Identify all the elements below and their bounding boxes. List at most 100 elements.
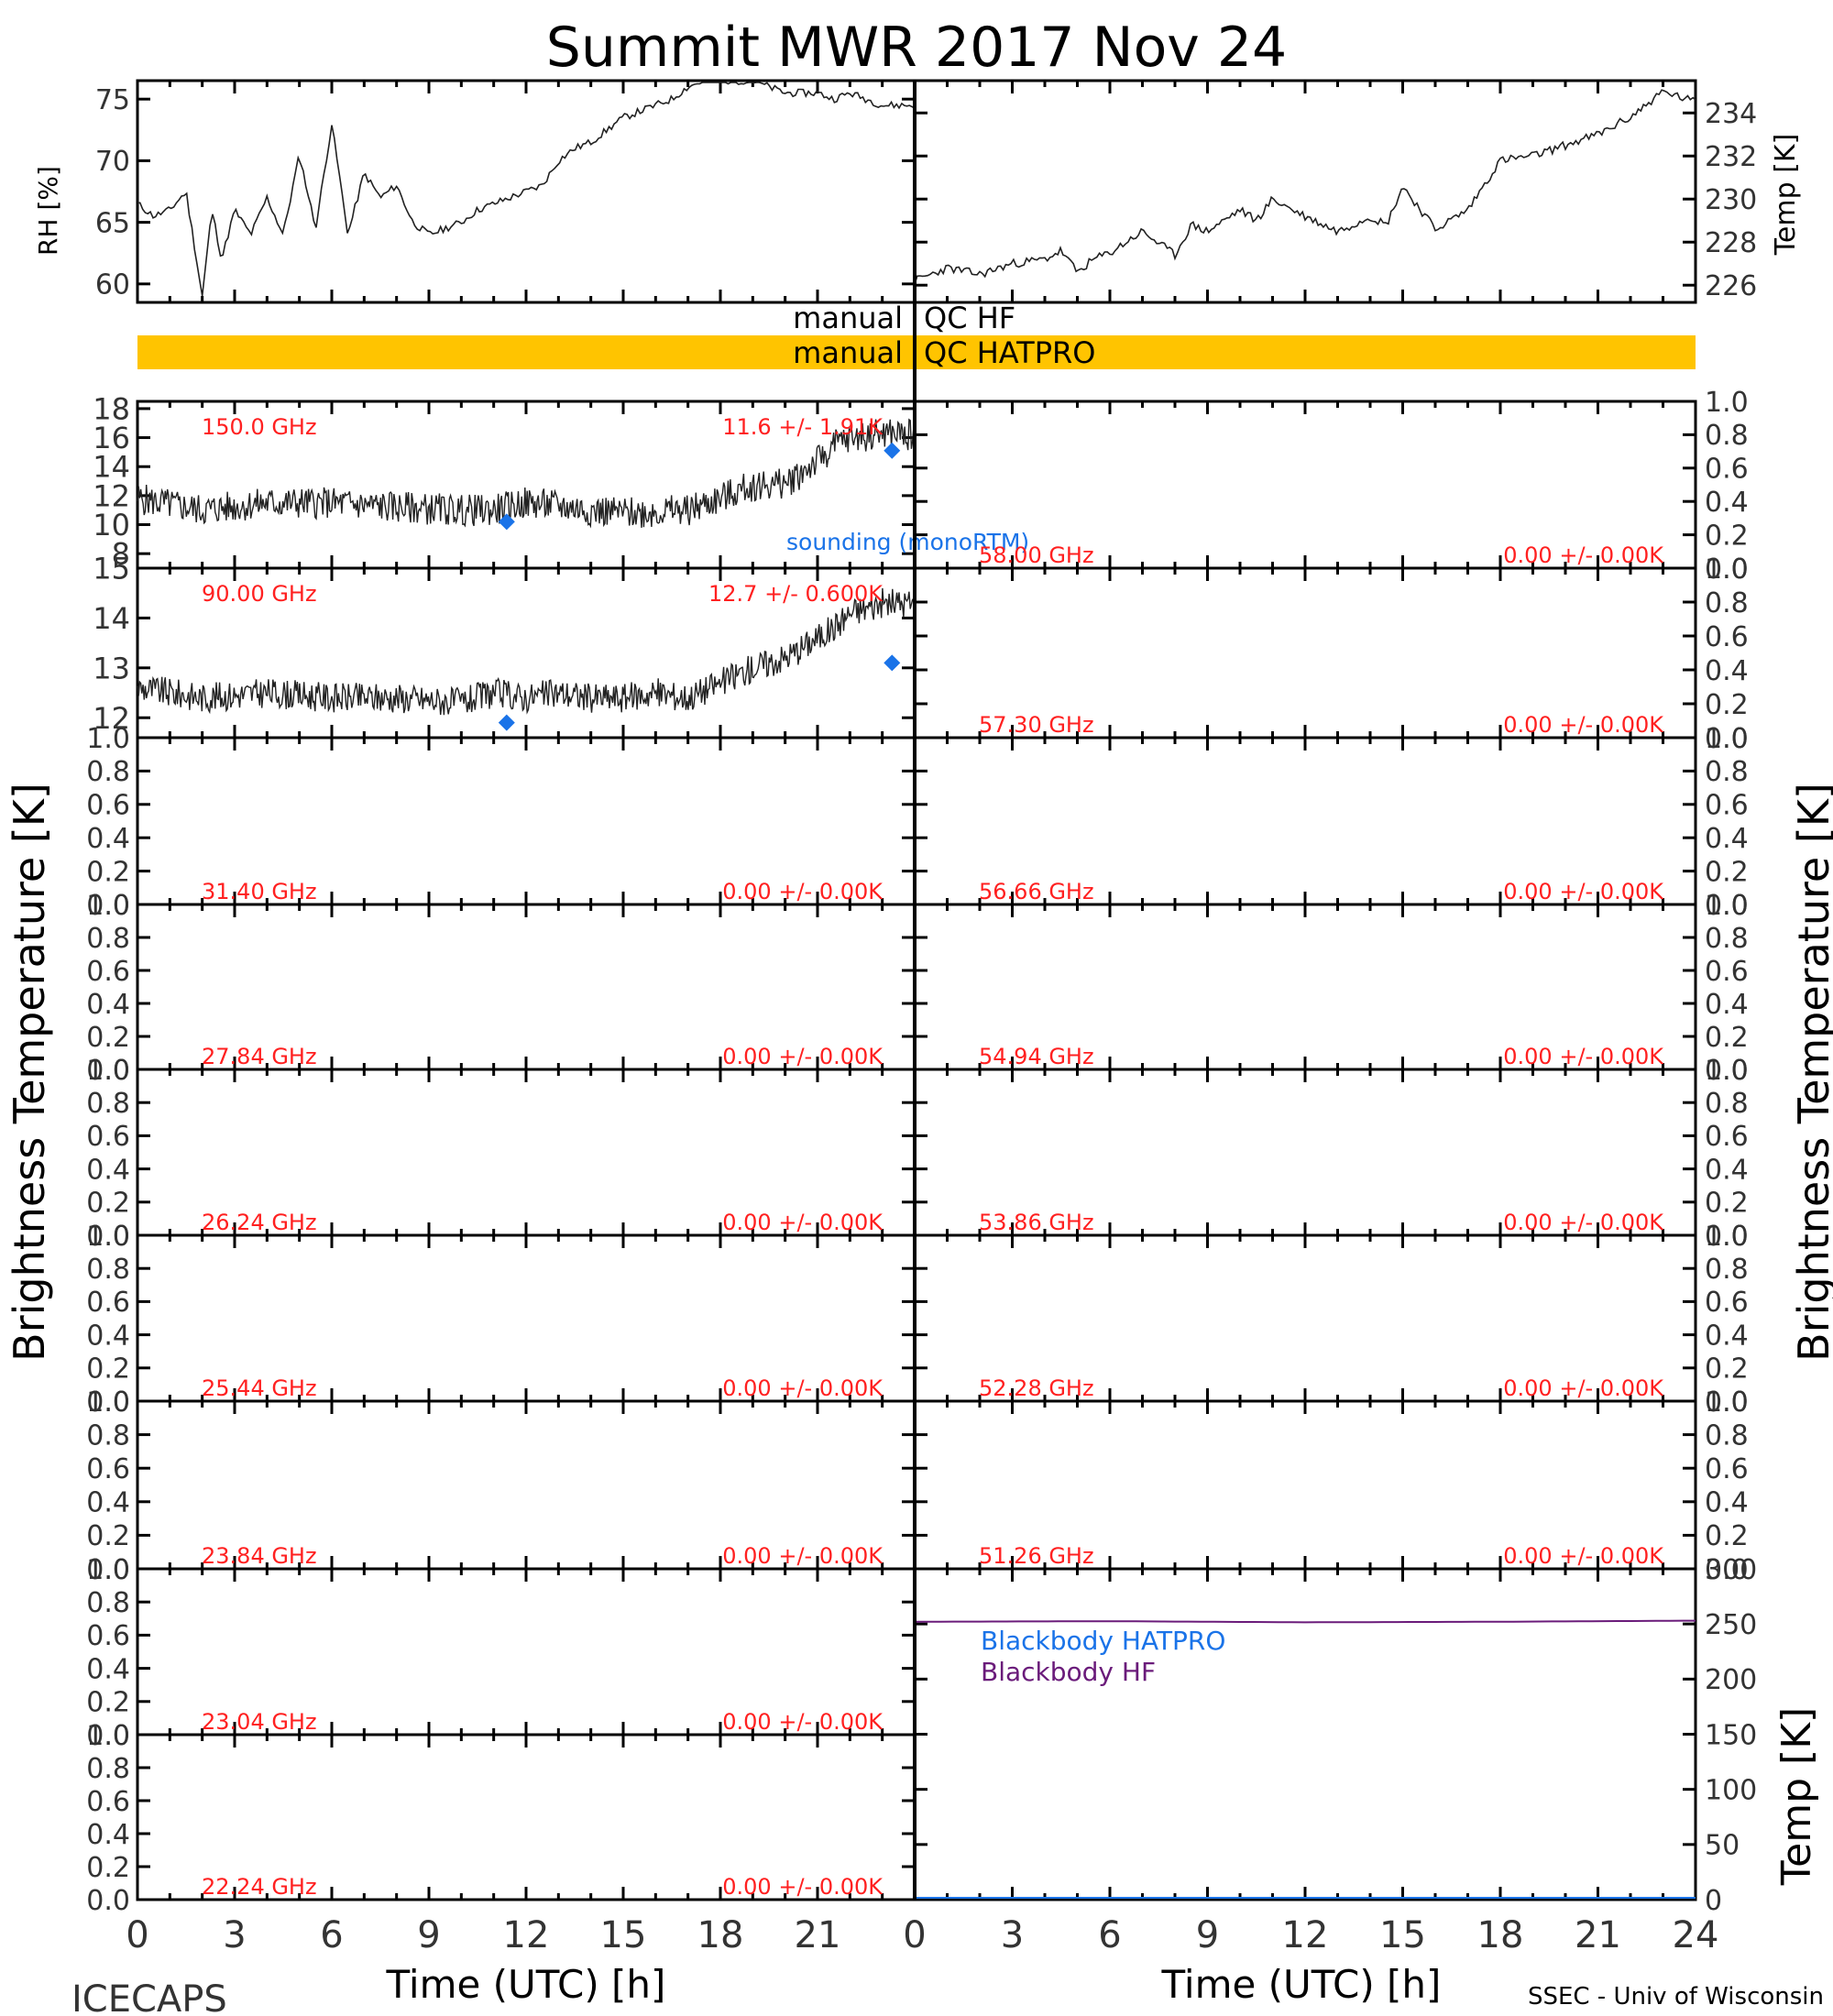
panel-ch2384-ytick-label: 0.4 <box>86 1487 130 1519</box>
panel-ch5228-ytick-label: 0.8 <box>1705 1254 1749 1286</box>
panel-ch2784-ytick-label: 0.0 <box>86 1055 130 1087</box>
panel-ch5666-ytick-label: 1.0 <box>1705 723 1749 755</box>
panel-ch150-trace <box>137 418 916 529</box>
panel-ch5730-stat-label: 0.00 +/- 0.00K <box>1503 712 1664 738</box>
blackbody-series-1 <box>914 1619 1696 1624</box>
panel-ch5494-frequency-label: 54.94 GHz <box>979 1044 1094 1069</box>
panel-ch2544-ytick-label: 1.0 <box>86 1221 130 1253</box>
left-time-tick-label: 6 <box>320 1914 343 1956</box>
panel-ch2224-ytick-label: 0.4 <box>86 1819 130 1851</box>
panel-ch5228-ytick-label: 0.4 <box>1705 1320 1749 1352</box>
panel-ch2624-ytick-label: 0.2 <box>86 1188 130 1220</box>
panel-ch2304-stat-label: 0.00 +/- 0.00K <box>722 1709 884 1735</box>
panel-ch5730-ytick-label: 0.0 <box>1705 723 1749 755</box>
panel-ch5800-ytick-label: 1.0 <box>1705 387 1749 419</box>
qc-hatpro-label: QC HATPRO <box>924 335 1095 370</box>
qc-hf-label: QC HF <box>924 301 1015 335</box>
panel-ch5126-ytick-label: 0.2 <box>1705 1520 1749 1552</box>
panel-ch2544-ytick-label: 0.2 <box>86 1353 130 1386</box>
right-time-tick-label: 0 <box>903 1914 926 1956</box>
temp-panel-ytick-label: 226 <box>1705 270 1757 302</box>
panel-ch5666-stat-label: 0.00 +/- 0.00K <box>1503 879 1664 904</box>
panel-ch150-sounding-point <box>498 513 515 531</box>
panel-ch150-ytick-label: 8 <box>112 537 130 572</box>
panel-ch2544-stat-label: 0.00 +/- 0.00K <box>722 1375 884 1401</box>
panel-ch2784-ytick-label: 0.2 <box>86 1022 130 1054</box>
panel-ch150-stat-label: 11.6 +/- 1.91K <box>722 414 884 440</box>
left-time-tick-label: 9 <box>417 1914 440 1956</box>
panel-ch150-ytick-label: 12 <box>93 478 130 513</box>
panel-ch150-sounding-point <box>884 442 901 459</box>
blackbody-panel-ytick-label: 200 <box>1705 1664 1757 1696</box>
rh-panel-ytick-label: 60 <box>95 269 130 301</box>
panel-ch5228-ytick-label: 0.6 <box>1705 1287 1749 1319</box>
panel-ch5666-frequency-label: 56.66 GHz <box>979 879 1094 904</box>
rh-panel-trace <box>137 82 916 297</box>
panel-ch2384-frequency-label: 23.84 GHz <box>202 1543 317 1569</box>
panel-ch5126-ytick-label: 0.8 <box>1705 1419 1749 1452</box>
panel-ch2384-ytick-label: 1.0 <box>86 1386 130 1419</box>
blackbody-panel-ytick-label: 250 <box>1705 1609 1757 1641</box>
panel-ch5666-ytick-label: 0.2 <box>1705 856 1749 888</box>
panel-ch2304-ytick-label: 0.6 <box>86 1620 130 1652</box>
panel-ch2544-frequency-label: 25.44 GHz <box>202 1375 317 1401</box>
panel-ch2784-ytick-label: 1.0 <box>86 890 130 922</box>
right-time-tick-label: 18 <box>1477 1914 1524 1956</box>
panel-ch2384-ytick-label: 0.6 <box>86 1453 130 1485</box>
panel-ch2624-ytick-label: 0.0 <box>86 1221 130 1253</box>
panel-ch5800-ytick-label: 0.6 <box>1705 454 1749 486</box>
panel-ch2384-ytick-label: 0.8 <box>86 1419 130 1452</box>
panel-ch5666-ytick-label: 0.6 <box>1705 790 1749 822</box>
panel-ch90-ytick-label: 13 <box>93 651 130 685</box>
panel-ch3140-ytick-label: 0.0 <box>86 890 130 922</box>
panel-ch2544-ytick-label: 0.0 <box>86 1386 130 1419</box>
left-time-tick-label: 21 <box>795 1914 841 1956</box>
panel-ch2304-ytick-label: 0.8 <box>86 1587 130 1619</box>
panel-ch2224-frequency-label: 22.24 GHz <box>202 1874 317 1900</box>
panel-ch2384-ytick-label: 0.2 <box>86 1520 130 1552</box>
panel-ch2624-ytick-label: 0.8 <box>86 1088 130 1120</box>
panel-ch5494-ytick-label: 0.8 <box>1705 923 1749 955</box>
panel-ch5126-stat-label: 0.00 +/- 0.00K <box>1503 1543 1664 1569</box>
panel-ch2224-stat-label: 0.00 +/- 0.00K <box>722 1874 884 1900</box>
panel-ch90-stat-label: 12.7 +/- 0.600K <box>708 581 884 607</box>
panel-ch5228-ytick-label: 0.0 <box>1705 1386 1749 1419</box>
rh-panel-ytick-label: 75 <box>95 84 130 116</box>
temp-panel-ytick-label: 230 <box>1705 184 1757 216</box>
blackbody-legend-0: Blackbody HATPRO <box>981 1626 1225 1656</box>
right-time-axis-label: Time (UTC) [h] <box>1161 1962 1442 2007</box>
temp-panel-ytick-label: 234 <box>1705 98 1757 130</box>
panel-ch2224-ytick-label: 0.0 <box>86 1885 130 1917</box>
panel-ch5126-ytick-label: 0.0 <box>1705 1554 1749 1586</box>
bt-axis-label-left: Brightness Temperature [K] <box>5 783 54 1362</box>
panel-ch5730-ytick-label: 0.4 <box>1705 655 1749 687</box>
left-time-tick-label: 18 <box>697 1914 744 1956</box>
panel-ch5730-ytick-label: 0.2 <box>1705 689 1749 721</box>
rh-panel-frame <box>136 79 916 304</box>
panel-ch5800-ytick-label: 0.0 <box>1705 553 1749 586</box>
panel-ch5494-ytick-label: 0.4 <box>1705 989 1749 1021</box>
panel-ch5228-frequency-label: 52.28 GHz <box>979 1375 1094 1401</box>
left-time-tick-label: 3 <box>223 1914 246 1956</box>
panel-ch2624-ytick-label: 0.4 <box>86 1154 130 1186</box>
panel-ch5730-ytick-label: 0.6 <box>1705 621 1749 653</box>
panel-ch5126-ytick-label: 0.4 <box>1705 1487 1749 1519</box>
panel-ch3140-ytick-label: 0.4 <box>86 823 130 855</box>
blackbody-panel-ytick-label: 150 <box>1705 1719 1757 1751</box>
right-time-tick-label: 15 <box>1379 1914 1426 1956</box>
blackbody-panel-ytick-label: 300 <box>1705 1554 1757 1586</box>
right-time-tick-label: 6 <box>1098 1914 1121 1956</box>
right-time-tick-label: 24 <box>1673 1914 1719 1956</box>
panel-ch5228-ytick-label: 1.0 <box>1705 1221 1749 1253</box>
panel-ch2784-ytick-label: 0.8 <box>86 923 130 955</box>
panel-ch5666-ytick-label: 0.0 <box>1705 890 1749 922</box>
panel-ch2544-ytick-label: 0.8 <box>86 1254 130 1286</box>
panel-ch5730-ytick-label: 0.8 <box>1705 587 1749 619</box>
panel-ch2784-frequency-label: 27.84 GHz <box>202 1044 317 1069</box>
panel-ch90-trace <box>137 587 916 716</box>
temp-panel-ytick-label: 228 <box>1705 227 1757 259</box>
panel-ch5494-ytick-label: 0.6 <box>1705 956 1749 988</box>
panel-ch5666-ytick-label: 0.8 <box>1705 756 1749 788</box>
panel-ch5800-ytick-label: 0.2 <box>1705 520 1749 552</box>
